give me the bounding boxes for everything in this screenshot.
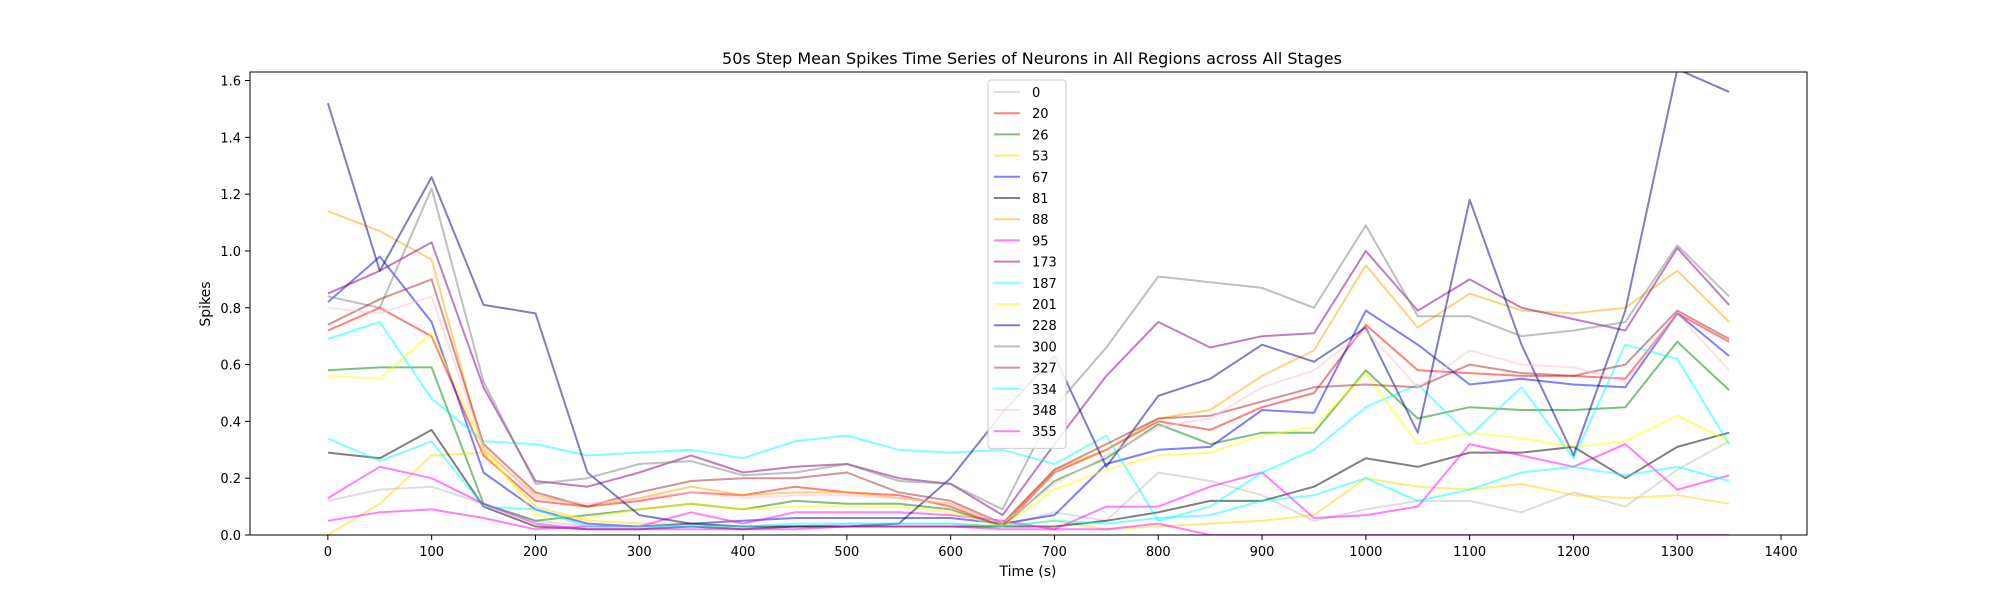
series-line-201 [327, 332, 1730, 528]
x-tick-label: 1000 [1349, 545, 1382, 560]
legend-label-228: 228 [1032, 319, 1057, 334]
x-tick-label: 600 [938, 545, 963, 560]
x-tick-label: 100 [419, 545, 444, 560]
legend-label-81: 81 [1032, 192, 1049, 207]
x-tick-label: 200 [523, 545, 548, 560]
x-axis: 0 100 200 300 400 500 600 700 800 900 1000 1100 1200… [324, 535, 1798, 560]
legend-label-300: 300 [1032, 340, 1057, 355]
y-tick-label: 1.4 [220, 131, 241, 146]
series-line-95 [327, 443, 1730, 531]
y-axis-label: Spikes [198, 281, 214, 326]
x-axis-label: Time (s) [999, 564, 1057, 580]
y-tick-label: 0.0 [220, 529, 241, 544]
y-tick-label: 1.0 [220, 245, 241, 260]
x-tick-label: 500 [834, 545, 859, 560]
legend-label-67: 67 [1032, 171, 1049, 186]
chart-title: 50s Step Mean Spikes Time Series of Neur… [722, 49, 1342, 68]
series-line-300 [327, 187, 1730, 511]
x-tick-label: 400 [731, 545, 756, 560]
y-axis: 0.0 0.2 0.4 0.6 0.8 1.0 1.2 1.4 1.6 [220, 75, 250, 544]
x-tick-label: 0 [324, 545, 332, 560]
y-tick-label: 0.8 [220, 302, 241, 317]
y-tick-label: 0.6 [220, 359, 241, 374]
legend-label-20: 20 [1032, 107, 1049, 122]
legend-label-187: 187 [1032, 277, 1057, 292]
plot-area-frame [249, 71, 1808, 536]
x-tick-label: 1200 [1557, 545, 1590, 560]
series-line-327 [327, 278, 1730, 525]
x-tick-label: 1400 [1765, 545, 1798, 560]
series-line-334 [327, 437, 1730, 528]
x-tick-label: 900 [1250, 545, 1275, 560]
legend-label-0: 0 [1032, 86, 1040, 101]
series-line-355 [327, 465, 1730, 535]
y-tick-label: 0.4 [220, 415, 241, 430]
series-line-20 [327, 306, 1730, 528]
series-layer [326, 72, 1730, 535]
legend-label-334: 334 [1032, 383, 1057, 398]
legend-label-327: 327 [1032, 362, 1057, 377]
x-tick-label: 700 [1042, 545, 1067, 560]
legend: 0 20 26 53 67 81 88 95 173 187 201 228 300 327 334 348 3… [987, 79, 1067, 449]
legend-label-26: 26 [1032, 128, 1049, 143]
x-tick-label: 800 [1146, 545, 1171, 560]
legend-label-348: 348 [1032, 404, 1057, 419]
y-tick-label: 1.6 [220, 75, 241, 90]
legend-label-201: 201 [1032, 298, 1057, 313]
legend-label-95: 95 [1032, 234, 1049, 249]
y-tick-label: 0.2 [220, 472, 241, 487]
series-line-173 [327, 241, 1730, 517]
legend-label-88: 88 [1032, 213, 1049, 228]
legend-box [987, 79, 1067, 449]
legend-label-173: 173 [1032, 256, 1057, 271]
y-tick-label: 1.2 [220, 188, 241, 203]
legend-label-355: 355 [1032, 425, 1057, 440]
series-line-348 [327, 295, 1730, 525]
x-tick-label: 1300 [1661, 545, 1694, 560]
legend-label-53: 53 [1032, 150, 1049, 165]
x-tick-label: 300 [627, 545, 652, 560]
x-tick-label: 1100 [1453, 545, 1486, 560]
